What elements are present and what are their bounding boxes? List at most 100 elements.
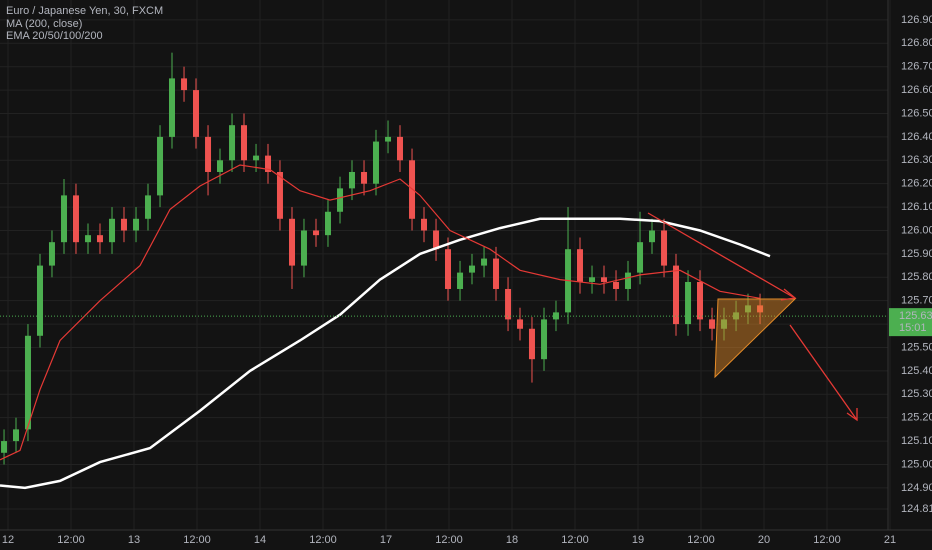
candle-body xyxy=(13,429,20,442)
current-price-box xyxy=(889,308,932,337)
trend-line xyxy=(647,212,794,298)
indicator-label: MA (200, close) xyxy=(6,18,82,30)
y-tick-label: 126.100 xyxy=(901,201,932,213)
countdown-label: 15:01 xyxy=(899,322,927,334)
x-tick-label: 19 xyxy=(632,534,644,546)
candle-body xyxy=(493,258,500,289)
candle-body xyxy=(324,211,331,236)
grid xyxy=(0,0,891,530)
candle-body xyxy=(85,235,92,243)
candle-body xyxy=(445,249,452,289)
candle-body xyxy=(624,272,631,289)
candle-body xyxy=(120,218,127,231)
x-tick-label: 12:00 xyxy=(183,534,211,546)
indicator-line xyxy=(0,217,771,490)
y-tick-label: 126.700 xyxy=(901,61,932,73)
candle-body xyxy=(241,125,248,161)
y-tick-label: 126.300 xyxy=(901,154,932,166)
candle-body xyxy=(505,288,512,320)
candle-body xyxy=(661,230,668,266)
y-tick-label: 126.900 xyxy=(901,14,932,26)
candle-body xyxy=(576,249,583,282)
candle-body xyxy=(517,319,524,329)
candle-body xyxy=(457,272,464,289)
candle-body xyxy=(637,242,644,273)
candle-body xyxy=(613,281,620,289)
y-tick-label: 125.900 xyxy=(901,248,932,260)
y-tick-label: 124.810 xyxy=(901,503,932,515)
candle-body xyxy=(1,441,8,453)
y-tick-label: 126.200 xyxy=(901,178,932,190)
y-tick-label: 125.800 xyxy=(901,271,932,283)
candle-body xyxy=(528,328,535,360)
candle-body xyxy=(469,265,476,273)
candle-body xyxy=(433,230,440,250)
candle-body xyxy=(109,218,116,243)
candle-body xyxy=(396,136,403,161)
y-tick-label: 125.000 xyxy=(901,458,932,470)
candle-body xyxy=(133,218,140,231)
candle-body xyxy=(61,195,68,243)
triangle-pattern xyxy=(714,298,797,379)
candle-body xyxy=(600,277,607,282)
y-tick-label: 126.400 xyxy=(901,131,932,143)
forecast-arrow xyxy=(789,324,858,421)
y-tick-label: 125.400 xyxy=(901,365,932,377)
candle-body xyxy=(589,277,596,282)
candle-body xyxy=(168,78,175,137)
candle-body xyxy=(289,218,296,266)
x-tick-label: 17 xyxy=(380,534,392,546)
candle-body xyxy=(276,171,283,219)
indicator-label: EMA 20/50/100/200 xyxy=(6,30,103,42)
candle-body xyxy=(361,171,368,184)
candle-body xyxy=(229,125,236,161)
candle-body xyxy=(216,160,223,172)
candle-body xyxy=(673,265,680,325)
candle-body xyxy=(48,242,55,266)
x-tick-label: 18 xyxy=(506,534,518,546)
candle-body xyxy=(253,155,260,161)
annotations xyxy=(647,212,858,422)
candle-body xyxy=(337,188,344,212)
candle-body xyxy=(372,141,379,184)
x-tick-label: 12:00 xyxy=(435,534,463,546)
x-tick-label: 12:00 xyxy=(687,534,715,546)
y-tick-label: 126.500 xyxy=(901,107,932,119)
candle-body xyxy=(72,195,79,243)
candle-body xyxy=(300,230,307,266)
y-tick-label: 126.800 xyxy=(901,37,932,49)
candle-body xyxy=(24,335,31,430)
candle-body xyxy=(205,136,212,172)
candle-body xyxy=(733,312,740,320)
x-tick-label: 21 xyxy=(884,534,896,546)
candle-body xyxy=(144,195,151,219)
x-tick-label: 12:00 xyxy=(309,534,337,546)
indicator-line xyxy=(0,164,761,461)
chart-title: Euro / Japanese Yen, 30, FXCM xyxy=(6,5,163,17)
arrow-head xyxy=(780,288,797,301)
candle-body xyxy=(192,90,199,137)
plot xyxy=(0,52,888,490)
candle-body xyxy=(37,265,44,336)
candle-body xyxy=(721,319,728,329)
candle-body xyxy=(420,218,427,231)
candle-body xyxy=(157,136,164,196)
candle-body xyxy=(685,281,692,325)
y-tick-label: 125.200 xyxy=(901,412,932,424)
y-tick-label: 126.000 xyxy=(901,224,932,236)
axes: 126.900 126.800 126.700 126.600 126.500 126.4… xyxy=(2,14,932,546)
candle-body xyxy=(385,136,392,142)
candle-body xyxy=(757,305,764,313)
candle-body xyxy=(709,319,716,329)
x-tick-label: 12:00 xyxy=(813,534,841,546)
candle-body xyxy=(481,258,488,266)
candle-body xyxy=(313,230,320,236)
arrow-head xyxy=(846,408,858,422)
candle-body xyxy=(745,305,752,313)
y-tick-label: 125.100 xyxy=(901,435,932,447)
y-tick-label: 125.500 xyxy=(901,341,932,353)
candle-body xyxy=(697,281,704,320)
candle-body xyxy=(96,235,103,243)
candle-body xyxy=(541,319,548,360)
